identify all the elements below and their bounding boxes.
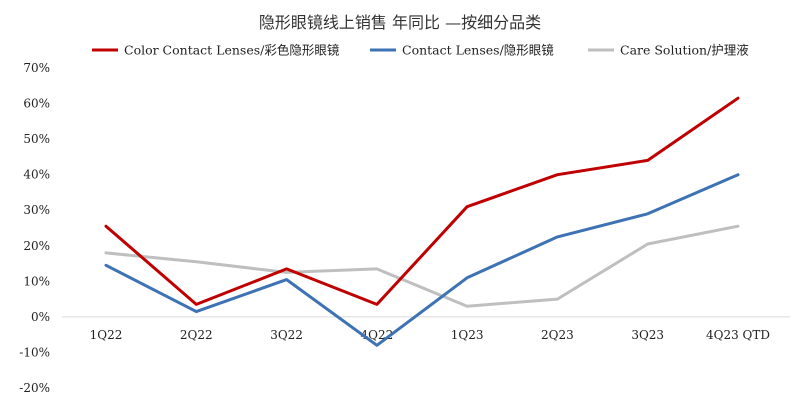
series-line: [104, 96, 740, 306]
legend: Color Contact Lenses/彩色隐形眼镜 Contact Lense…: [92, 43, 749, 58]
x-tick-label: 2Q22: [180, 328, 213, 342]
series-line: [104, 224, 740, 308]
y-tick-label: 70%: [23, 61, 50, 75]
x-axis: 1Q22 2Q22 3Q22 4Q22 1Q23 2Q23 3Q23 4Q23 QTD: [90, 328, 770, 342]
x-tick-label: 4Q23 QTD: [706, 328, 770, 342]
legend-label: Care Solution/护理液: [620, 43, 749, 58]
x-tick-label: 1Q23: [451, 328, 484, 342]
series-group: [104, 96, 740, 347]
x-tick-label: 3Q23: [631, 328, 664, 342]
y-tick-label: 40%: [23, 168, 50, 182]
y-tick-label: 50%: [23, 132, 50, 146]
series-line: [104, 173, 740, 347]
y-tick-label: -20%: [19, 381, 50, 395]
x-tick-label: 1Q22: [90, 328, 123, 342]
x-tick-label: 2Q23: [541, 328, 574, 342]
y-tick-label: 0%: [31, 310, 50, 324]
legend-label: Contact Lenses/隐形眼镜: [402, 43, 554, 58]
y-tick-label: 30%: [23, 203, 50, 217]
y-tick-label: 10%: [23, 274, 50, 288]
y-tick-label: -10%: [19, 345, 50, 359]
chart-title: 隐形眼镜线上销售 年同比 —按细分品类: [259, 13, 541, 32]
y-tick-label: 60%: [23, 97, 50, 111]
legend-label: Color Contact Lenses/彩色隐形眼镜: [124, 43, 340, 58]
x-tick-label: 3Q22: [270, 328, 303, 342]
y-axis: -20% -10% 0% 10% 20% 30% 40% 50% 60% 70%: [19, 61, 790, 395]
y-tick-label: 20%: [23, 239, 50, 253]
